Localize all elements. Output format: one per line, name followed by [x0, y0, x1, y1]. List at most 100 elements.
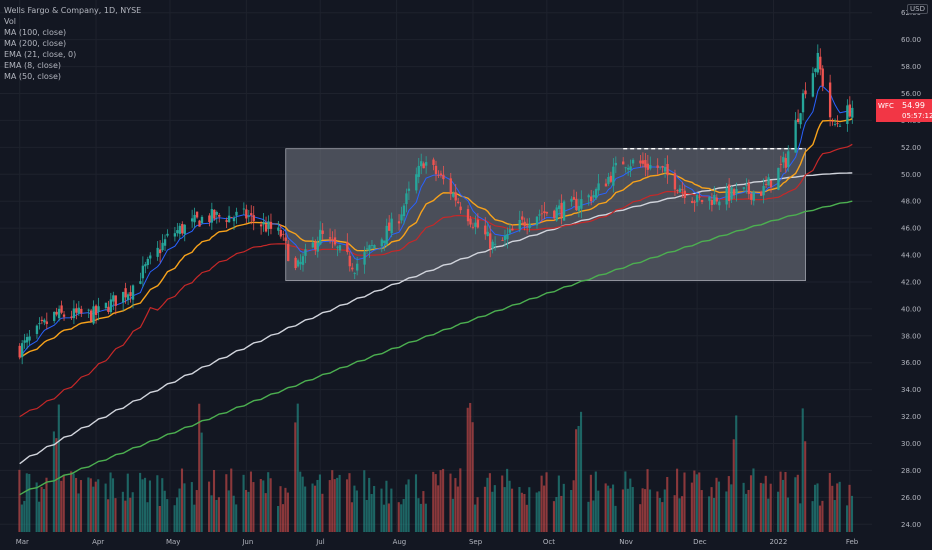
candle-body: [388, 222, 391, 231]
legend-title[interactable]: Wells Fargo & Company, 1D, NYSE: [4, 6, 142, 15]
legend-ma200[interactable]: MA (200, close): [4, 39, 67, 48]
candle-body: [415, 174, 418, 191]
volume-bar: [540, 475, 543, 532]
volume-bar: [639, 504, 642, 532]
volume-bar: [690, 482, 693, 532]
volume-bar: [390, 488, 393, 532]
volume-bar: [683, 472, 686, 532]
volume-bar: [331, 470, 334, 532]
candle-body: [484, 225, 487, 235]
price-tick-label: 34.00: [901, 386, 921, 394]
volume-bar: [57, 404, 60, 532]
time-tick-label: May: [166, 538, 180, 546]
candle-body: [506, 234, 509, 240]
volume-bar: [570, 489, 573, 532]
candle-body: [87, 309, 90, 311]
volume-bar: [318, 474, 321, 532]
last-price-value: 54.99: [902, 101, 925, 110]
candle-body: [259, 224, 263, 227]
volume-bar: [432, 471, 435, 532]
volume-bar: [796, 474, 799, 532]
volume-bar: [597, 490, 600, 532]
legend-ma100[interactable]: MA (100, close): [4, 28, 67, 37]
candle-body: [560, 202, 563, 218]
volume-bar: [195, 490, 198, 532]
volume-bar: [75, 477, 78, 532]
candle-body: [269, 221, 273, 229]
volume-bar: [400, 504, 403, 532]
volume-bar: [156, 475, 159, 532]
legend-ema8[interactable]: EMA (8, close): [4, 61, 61, 70]
volume-bar: [818, 505, 822, 532]
time-tick-label: Aug: [393, 538, 407, 546]
candle-body: [195, 211, 199, 218]
currency-badge[interactable]: USD: [907, 4, 928, 14]
volume-bars: [18, 402, 854, 532]
volume-bar: [762, 483, 765, 532]
candle-body: [301, 256, 305, 265]
volume-bar: [833, 500, 836, 532]
volume-bar: [661, 502, 664, 532]
volume-bar: [163, 490, 166, 532]
candle-body: [89, 310, 93, 322]
volume-bar: [666, 476, 669, 532]
time-axis[interactable]: Mar Apr May Jun Jul Aug Sep Oct Nov Dec 2022 Feb: [0, 533, 932, 550]
candle-body: [232, 217, 236, 222]
volume-bar: [493, 485, 496, 532]
candle-body: [828, 82, 832, 118]
volume-bar: [161, 478, 164, 532]
volume-bar: [442, 468, 445, 532]
candle-body: [474, 222, 477, 227]
candle-body: [452, 193, 455, 197]
volume-bar: [397, 502, 400, 532]
candle-body: [333, 237, 337, 245]
candle-body: [144, 264, 147, 267]
volume-bar: [587, 501, 590, 532]
time-tick-label: Dec: [693, 538, 707, 546]
indicator-legend: Wells Fargo & Company, 1D, NYSE Vol MA (…: [4, 5, 141, 82]
legend-ema21[interactable]: EMA (21, close, 0): [4, 50, 77, 59]
volume-bar: [380, 488, 383, 532]
candle-body: [437, 175, 440, 176]
candle-body: [432, 159, 435, 166]
candle-body: [129, 292, 132, 296]
candle-body: [750, 193, 753, 200]
candle-body: [25, 336, 29, 343]
candle-body: [181, 223, 184, 234]
legend-ma50[interactable]: MA (50, close): [4, 72, 62, 81]
candle-body: [673, 173, 677, 190]
volume-bar: [259, 479, 262, 532]
candle-body: [501, 240, 504, 241]
candle-body: [139, 281, 142, 284]
volume-bar: [488, 473, 491, 532]
candle-body: [200, 216, 204, 224]
candle-body: [661, 166, 664, 168]
price-tick-label: 48.00: [901, 198, 921, 206]
volume-bar: [609, 488, 612, 532]
candle-body: [838, 125, 842, 127]
volume-bar: [434, 474, 437, 532]
volume-bar: [25, 473, 28, 532]
candle-body: [338, 245, 342, 251]
volume-bar: [365, 500, 368, 532]
candle-body: [836, 123, 839, 124]
volume-bar: [190, 482, 193, 532]
volume-bar: [183, 483, 186, 532]
volume-bar: [368, 477, 371, 532]
candle-body: [331, 239, 334, 241]
volume-bar: [28, 473, 31, 532]
candle-body: [471, 226, 475, 228]
volume-bar: [693, 470, 696, 532]
candle-body: [198, 220, 201, 227]
candle-body: [422, 163, 425, 169]
legend-vol[interactable]: Vol: [4, 17, 16, 26]
price-axis[interactable]: 24.00 26.00 28.00 30.00 32.00 34.00 36.00 38.00…: [872, 0, 932, 550]
volume-bar: [538, 491, 541, 532]
volume-bar: [148, 480, 152, 532]
candle-body: [190, 218, 194, 222]
volume-bar: [139, 472, 142, 532]
candle-body: [405, 193, 408, 205]
volume-bar: [459, 468, 462, 532]
candle-body: [747, 182, 751, 194]
